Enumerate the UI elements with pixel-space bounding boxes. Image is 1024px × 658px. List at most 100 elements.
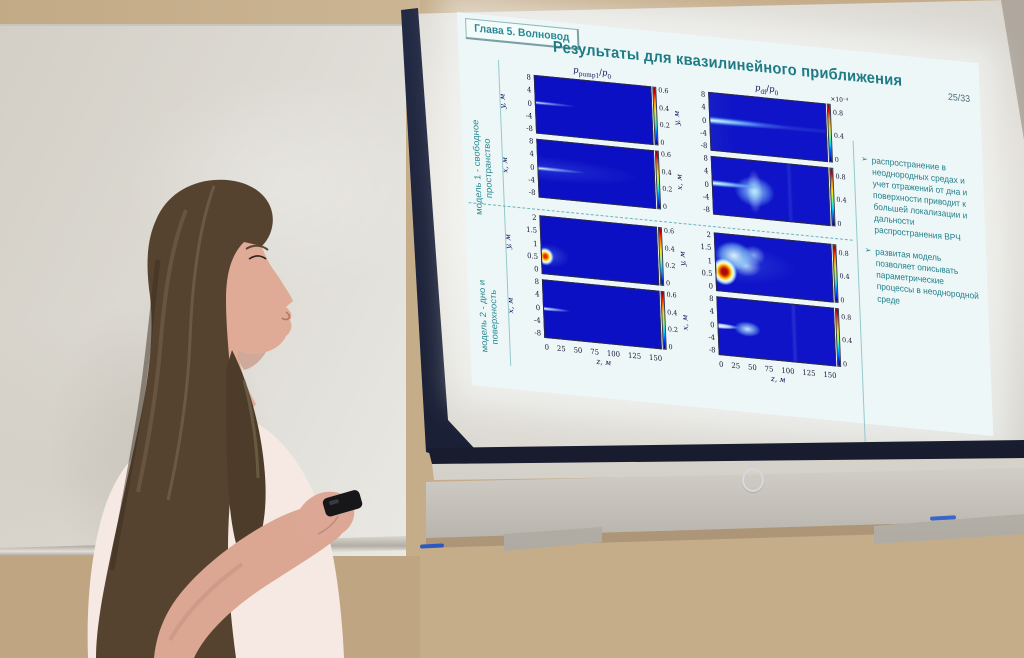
tick-label: 0 [701,115,707,125]
heatmap-model1-x-pump [536,138,657,209]
plot-row: x, м 8 4 0 -4 -8 0.6 0.4 0.2 0 [500,136,676,211]
tick-label: 0.6 [666,290,677,300]
tick-label: 0 [842,359,848,369]
plot-row: x, м 8 4 0 -4 -8 0.8 0.4 0 [675,153,850,228]
tick-label: 2 [706,230,712,240]
tick-label: 0 [708,281,714,291]
y-axis-label: x, м [680,314,690,331]
y-ticks: y, м 2 1.5 1 0.5 0 [678,229,716,291]
tick-label: 8 [703,154,709,163]
tick-label: 0 [704,179,710,189]
tick-label: 0 [840,295,845,305]
tick-label: 0 [529,162,535,172]
tick-label: 4 [703,166,709,176]
y-axis-label: y, м [503,233,513,250]
tick-label: -4 [525,111,533,121]
conclusions-panel: ➢ распространение в неоднородных средах … [852,140,989,468]
colorbar-ticks: 0.6 0.4 0.2 0 [659,150,676,211]
tick-label: 0.8 [838,248,849,259]
tick-label: -4 [702,192,710,202]
tick-label: 125 [627,351,642,361]
colorbar-ticks: 0.8 0.4 0 [833,168,850,228]
plot-row: x, м 8 4 0 -4 -8 0.8 0.4 0 [680,293,856,369]
tick-label: 8 [708,294,714,304]
tick-label: 0 [544,343,550,352]
tick-label: 0 [718,360,724,370]
tick-label: 50 [573,345,583,356]
tick-label: -8 [534,328,542,338]
tick-label: 0.8 [835,172,846,182]
tick-label: 0.5 [526,251,539,261]
tick-label: -8 [700,141,708,151]
tick-label: 1 [707,256,713,266]
plot-row: x, м 8 4 0 -4 -8 0.6 0.4 0.2 0 [506,276,681,351]
tick-label: -4 [528,175,536,185]
tick-label: 0.2 [659,120,670,130]
y-axis-label: y, м [672,110,682,126]
tick-label: 0.4 [667,307,678,318]
tick-label: -8 [528,188,536,198]
y-axis-label: x, м [674,173,685,191]
y-ticks: y, м 2 1.5 1 0.5 0 [503,212,542,274]
y-ticks: x, м 8 4 0 -4 -8 [506,276,544,338]
tick-label: 75 [764,364,774,374]
colorbar-ticks: 0.8 0.4 0 [839,308,856,368]
tick-label: -8 [526,124,534,134]
tick-label: 4 [701,103,707,112]
slide-content: модель 1 - свободное пространство модель… [459,54,994,468]
tick-label: 4 [526,85,532,95]
tick-label: 0 [660,137,665,147]
bullet-text: развитая модель позволяет описывать пара… [875,246,979,306]
tick-label: 0.4 [836,195,847,205]
tick-label: 8 [528,137,534,146]
y-axis-label: y, м [677,250,688,267]
tick-label: 0.4 [839,272,850,282]
tick-label: 0.6 [663,226,675,236]
tick-label: 75 [590,347,600,357]
tick-label: -8 [703,205,711,215]
screen-pull-ring [742,468,764,492]
screen-pull-ring-stem [750,461,754,470]
heatmap-model1-y-df [708,91,829,163]
bullet-text: распространение в неоднородных средах и … [871,154,968,244]
tick-label: 0.8 [840,312,852,323]
tick-label: 0.8 [832,108,844,118]
y-ticks: x, м 8 4 0 -4 -8 [680,293,719,355]
tick-label: 4 [535,290,540,300]
tick-label: 50 [747,363,757,373]
tick-label: 0 [834,154,840,164]
heatmap-model2-x-pump [541,279,662,350]
model2-row-label: модель 2 - дно и поверхность [476,279,500,353]
tick-label: 4 [529,149,535,159]
tick-label: 8 [700,90,706,99]
tick-label: 0.2 [662,184,673,194]
heatmap-model1-y-pump [533,74,654,146]
tick-label: 2 [531,213,537,223]
tick-label: 8 [526,73,532,82]
tick-label: -4 [700,128,708,138]
heatmap-model2-x-df [716,296,837,367]
colorbar-ticks: 0.6 0.4 0.2 0 [656,86,673,147]
tick-label: 0.4 [664,243,675,254]
bullet-arrow-icon: ➢ [860,153,868,164]
tick-label: 4 [709,307,715,317]
colorbar-ticks: 0.8 0.4 0 [836,244,853,304]
colorbar-ticks: 0.6 0.4 0.2 0 [662,226,679,288]
colorbar-ticks: ×10⁻⁴ 0.8 0.4 0 [830,96,848,164]
model1-row-label: модель 1 - свободное пространство [470,119,494,216]
tick-label: 0.2 [665,261,676,271]
tick-label: 0 [534,264,539,274]
tick-label: 0.4 [841,335,853,346]
tick-label: 0.4 [661,167,672,177]
y-axis-label: x, м [500,156,510,174]
heatmap-model2-y-df [713,232,834,303]
tick-label: 125 [802,368,816,379]
tick-label: 0 [665,278,671,288]
tick-label: 0 [837,218,842,228]
tick-label: 1.5 [700,242,712,253]
whiteboard-marker [419,543,445,549]
